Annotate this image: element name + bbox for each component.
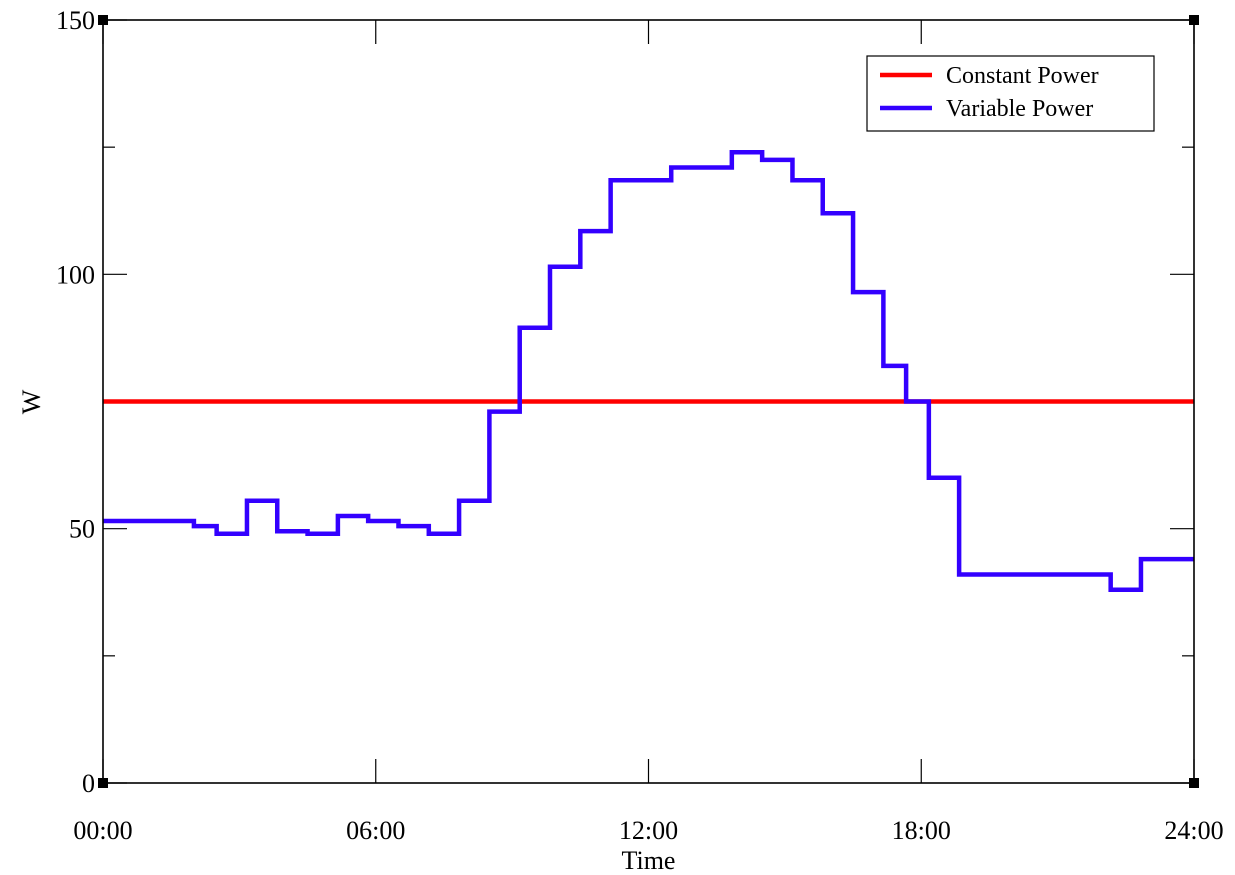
y-tick-label: 0 <box>82 769 95 798</box>
legend-label-constant-power: Constant Power <box>946 63 1099 89</box>
x-axis-title: Time <box>622 846 676 875</box>
x-tick-label: 24:00 <box>1164 816 1223 845</box>
y-tick-label: 50 <box>69 515 95 544</box>
legend-box <box>866 55 1155 132</box>
corner-marker <box>1189 778 1199 788</box>
x-tick-label: 12:00 <box>619 816 678 845</box>
plot-frame <box>102 19 1195 784</box>
legend: Constant Power Variable Power <box>866 55 1155 132</box>
y-tick-label: 150 <box>56 6 95 35</box>
x-tick-label: 06:00 <box>346 816 405 845</box>
series-layer <box>103 150 1194 592</box>
x-tick-label: 00:00 <box>73 816 132 845</box>
labels-layer: 00:00 06:00 12:00 18:00 24:00 0 50 100 150 <box>56 6 1224 845</box>
corner-marker <box>98 778 108 788</box>
y-tick-label: 100 <box>56 260 95 289</box>
legend-label-variable-power: Variable Power <box>946 96 1093 122</box>
series-line-variable-power <box>103 150 1194 592</box>
corner-marker <box>1189 15 1199 25</box>
corner-marker <box>98 15 108 25</box>
y-axis-title: W <box>17 389 46 414</box>
corners-layer <box>98 15 1199 788</box>
x-tick-label: 18:00 <box>892 816 951 845</box>
